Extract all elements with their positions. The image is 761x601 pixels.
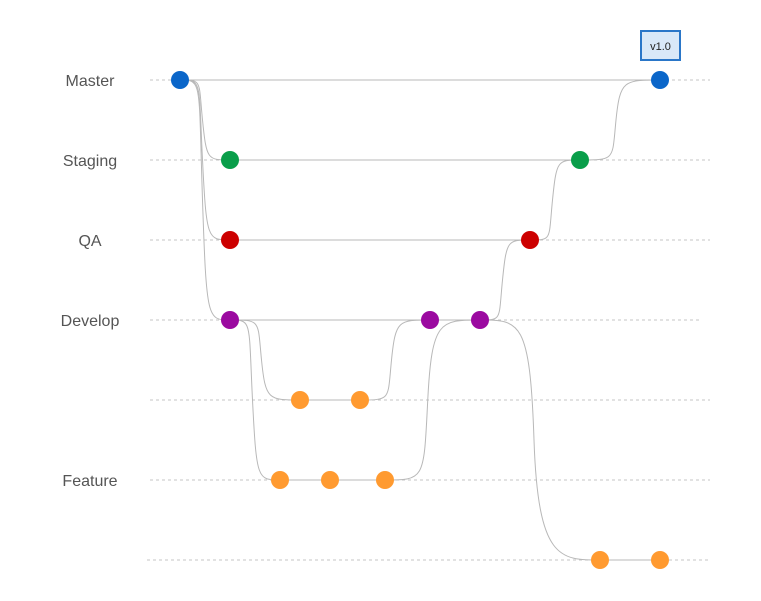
connection-fa2-d2 [359,319,431,401]
connection-d1-fb1 [229,319,281,481]
commit-node-fc2[interactable] [651,551,669,569]
release-tag-label: v1.0 [650,41,671,53]
connection-q2-s2 [529,159,581,241]
branch-connections [179,79,661,561]
commit-nodes [171,71,669,569]
commit-node-m2[interactable] [651,71,669,89]
commit-node-d1[interactable] [221,311,239,329]
connection-m1-q1 [179,79,231,241]
lane-label-master: Master [66,73,116,90]
connection-d3-q2 [479,239,531,321]
release-tag-box [640,30,681,61]
commit-node-m1[interactable] [171,71,189,89]
connection-m1-s1 [179,79,231,161]
lane-label-qa: QA [78,233,101,250]
lane-label-staging: Staging [63,153,117,170]
release-tag: v1.0 [640,30,681,61]
lane-label-develop: Develop [61,313,120,330]
lane-labels: Master Staging QA Develop Feature [61,73,120,490]
commit-node-s2[interactable] [571,151,589,169]
commit-node-fa1[interactable] [291,391,309,409]
connection-d3-fc1 [479,319,601,561]
lane-label-feature: Feature [62,473,117,490]
commit-node-s1[interactable] [221,151,239,169]
commit-node-fb2[interactable] [321,471,339,489]
commit-node-d3[interactable] [471,311,489,329]
connection-m1-d1 [179,79,231,321]
commit-node-fb1[interactable] [271,471,289,489]
commit-node-fc1[interactable] [591,551,609,569]
commit-node-fa2[interactable] [351,391,369,409]
commit-node-q2[interactable] [521,231,539,249]
commit-node-q1[interactable] [221,231,239,249]
connection-fb3-d3 [384,319,481,481]
connection-s2-m2 [579,79,661,161]
connection-d1-fa1 [229,319,301,401]
commit-node-fb3[interactable] [376,471,394,489]
commit-node-d2[interactable] [421,311,439,329]
